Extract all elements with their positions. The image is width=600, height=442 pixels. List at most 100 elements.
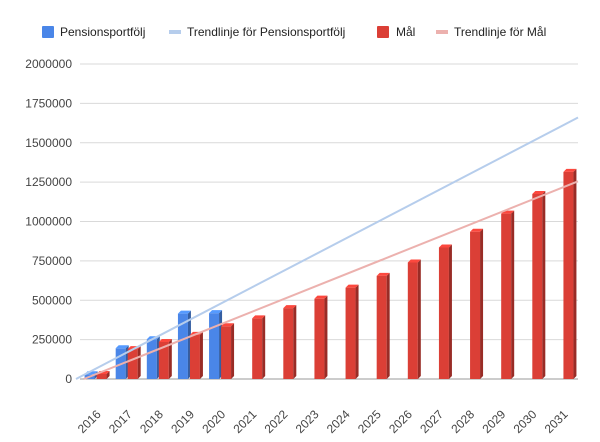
bar-mal-top bbox=[376, 272, 390, 276]
bar-mal-side bbox=[324, 295, 328, 379]
bar-mal-front bbox=[96, 373, 107, 379]
x-tick-label: 2016 bbox=[75, 407, 104, 436]
trendlines bbox=[75, 116, 579, 380]
bar-mal-front bbox=[158, 341, 169, 379]
y-tick-label: 0 bbox=[65, 372, 72, 386]
bar-pensionsportfolj bbox=[209, 310, 223, 379]
bars bbox=[84, 168, 577, 379]
y-tick-label: 1750000 bbox=[25, 96, 72, 110]
x-tick-label: 2024 bbox=[324, 407, 353, 436]
x-tick-label: 2018 bbox=[137, 407, 166, 436]
bar-mal-top bbox=[345, 284, 359, 288]
bar-mal bbox=[189, 331, 203, 379]
bar-mal-side bbox=[106, 370, 110, 379]
bar-mal bbox=[252, 315, 266, 379]
y-tick-label: 2000000 bbox=[25, 57, 72, 71]
bar-pensionsportfolj-top bbox=[115, 345, 129, 349]
bar-mal-top bbox=[532, 190, 546, 194]
bar-mal-top bbox=[221, 323, 235, 327]
legend-swatch-trend-pensionsportfolj bbox=[169, 30, 181, 34]
bar-mal-side bbox=[573, 168, 577, 379]
bar-mal-front bbox=[376, 275, 387, 379]
bar-mal-front bbox=[127, 349, 138, 379]
bar-pensionsportfolj-front bbox=[177, 313, 188, 379]
legend-label-trend-mal: Trendlinje för Mål bbox=[454, 25, 546, 39]
bar-mal-front bbox=[314, 298, 325, 379]
legend-label-pensionsportfolj: Pensionsportfölj bbox=[60, 25, 145, 39]
bar-pensionsportfolj-front bbox=[146, 339, 157, 379]
bar-pensionsportfolj-top bbox=[177, 310, 191, 314]
x-tick-label: 2031 bbox=[542, 407, 571, 436]
bar-mal-side bbox=[386, 272, 390, 379]
legend-label-trend-pensionsportfolj: Trendlinje för Pensionsportfölj bbox=[187, 25, 345, 39]
bar-mal-side bbox=[231, 323, 235, 379]
y-tick-label: 750000 bbox=[32, 254, 72, 268]
bar-mal-side bbox=[293, 305, 297, 379]
bar-mal-front bbox=[563, 171, 574, 379]
legend-label-mal: Mål bbox=[396, 25, 415, 39]
x-axis: 2016 2017 2018 2019 2020 2021 2022 2023 2024 2025… bbox=[75, 407, 571, 436]
x-tick-label: 2017 bbox=[106, 407, 135, 436]
x-tick-label: 2019 bbox=[168, 407, 197, 436]
x-tick-label: 2030 bbox=[511, 407, 540, 436]
bar-mal bbox=[501, 210, 515, 379]
legend: Pensionsportfölj Trendlinje för Pensions… bbox=[42, 25, 546, 39]
bar-mal-side bbox=[542, 190, 546, 379]
bar-mal-front bbox=[532, 193, 543, 379]
y-axis: 0 250000 500000 750000 1000000 1250000 1500000… bbox=[25, 57, 72, 386]
bar-mal-front bbox=[252, 318, 263, 379]
bar-mal-front bbox=[345, 287, 356, 379]
bar-mal-top bbox=[252, 315, 266, 319]
bar-mal bbox=[407, 259, 421, 379]
x-tick-label: 2022 bbox=[262, 407, 291, 436]
bar-mal-side bbox=[199, 331, 203, 379]
bar-pensionsportfolj bbox=[146, 336, 160, 379]
bar-mal-top bbox=[283, 305, 297, 309]
trendline-mal bbox=[83, 180, 579, 380]
bar-mal-side bbox=[137, 346, 141, 379]
bar-mal-side bbox=[448, 244, 452, 379]
bar-mal-front bbox=[501, 213, 512, 379]
x-tick-label: 2025 bbox=[355, 407, 384, 436]
x-tick-label: 2029 bbox=[480, 407, 509, 436]
bar-mal-front bbox=[470, 231, 481, 379]
bar-mal bbox=[158, 338, 172, 379]
bar-mal-top bbox=[314, 295, 328, 299]
bar-mal bbox=[221, 323, 235, 379]
bar-mal-front bbox=[407, 262, 418, 379]
x-tick-label: 2026 bbox=[386, 407, 415, 436]
y-tick-label: 1000000 bbox=[25, 215, 72, 229]
y-tick-label: 1500000 bbox=[25, 136, 72, 150]
bar-mal-top bbox=[407, 259, 421, 263]
bar-mal bbox=[532, 190, 546, 379]
bar-mal-side bbox=[511, 210, 515, 379]
bar-mal bbox=[438, 244, 452, 379]
y-tick-label: 1250000 bbox=[25, 175, 72, 189]
bar-mal-front bbox=[189, 334, 200, 379]
bar-mal bbox=[376, 272, 390, 379]
x-tick-label: 2028 bbox=[448, 407, 477, 436]
bar-mal bbox=[470, 228, 484, 379]
y-tick-label: 250000 bbox=[32, 333, 72, 347]
bar-mal-top bbox=[563, 168, 577, 172]
x-tick-label: 2023 bbox=[293, 407, 322, 436]
bar-mal-side bbox=[480, 228, 484, 379]
trendline-pensionsportfolj bbox=[75, 116, 579, 380]
bar-mal bbox=[345, 284, 359, 379]
bar-mal-front bbox=[283, 308, 294, 379]
x-tick-label: 2027 bbox=[417, 407, 446, 436]
bar-mal-top bbox=[470, 228, 484, 232]
bar-mal-side bbox=[168, 338, 172, 379]
bar-mal-top bbox=[158, 338, 172, 342]
bar-pensionsportfolj-top bbox=[209, 310, 223, 314]
x-tick-label: 2020 bbox=[199, 407, 228, 436]
legend-swatch-mal bbox=[377, 26, 389, 38]
bar-mal-side bbox=[262, 315, 266, 379]
bar-mal bbox=[283, 305, 297, 379]
bar-mal-front bbox=[221, 326, 232, 379]
bar-mal-side bbox=[417, 259, 421, 379]
x-tick-label: 2021 bbox=[231, 407, 260, 436]
bar-mal-side bbox=[355, 284, 359, 379]
